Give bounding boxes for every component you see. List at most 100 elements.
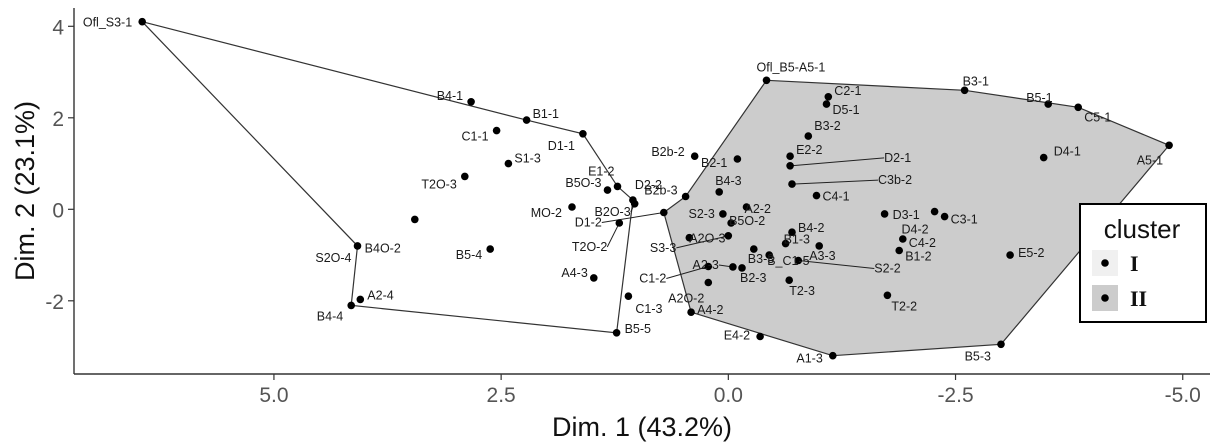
point-mo-2	[568, 203, 576, 211]
label-b2o-3: B2O-3	[595, 205, 631, 219]
point-s1-3	[504, 159, 513, 168]
x-tick-label: -2.5	[937, 384, 973, 407]
legend-label-II: II	[1130, 286, 1147, 311]
label-c4-2: C4-2	[909, 236, 936, 250]
point-b5-1	[1044, 100, 1052, 108]
y-tick-label: 2	[52, 108, 64, 131]
label-d3-1: D3-1	[893, 208, 920, 222]
point-a2-4	[356, 295, 365, 304]
leader-t2o-2	[606, 222, 620, 248]
y-tick-label: -2	[45, 291, 64, 314]
point-a1-3	[829, 351, 837, 360]
label-b2b-2: B2b-2	[651, 145, 684, 159]
point-s2o-4	[353, 242, 362, 250]
legend: cluster I II	[1079, 203, 1207, 323]
label-b1-2: B1-2	[905, 250, 931, 264]
data-points	[138, 17, 1173, 360]
point-e5-2	[1006, 251, 1014, 259]
label-c5-1: C5-1	[1084, 110, 1111, 124]
label-e2-2: E2-2	[796, 143, 822, 157]
point-b5o-2	[727, 219, 735, 227]
point-d4-2	[930, 207, 939, 216]
x-axis-ticks: 5.0 2.5 0.0 -2.5 -5.0	[259, 374, 1201, 407]
x-tick-label: -5.0	[1165, 384, 1201, 407]
point-a2o-3	[685, 233, 694, 242]
point-b3-2	[804, 132, 813, 140]
point-a5-1	[1165, 141, 1173, 150]
label-b2b-3: B2b-3	[644, 184, 677, 198]
cluster-II-hull	[663, 79, 1171, 357]
label-s2-3: S2-3	[688, 207, 714, 221]
point-b5-3	[997, 340, 1005, 349]
label-c1-3: C1-3	[635, 302, 662, 316]
label-b4o-2: B4O-2	[365, 241, 401, 255]
point-e1-2	[613, 182, 622, 191]
leader-c1-2	[666, 266, 709, 279]
point-s3-3	[724, 232, 733, 240]
x-axis-title: Dim. 1 (43.2%)	[552, 412, 732, 442]
label-e5-2: E5-2	[1018, 246, 1044, 260]
point-a2o-2	[704, 278, 713, 287]
x-tick-label: 0.0	[714, 384, 743, 407]
axes: 5.0 2.5 0.0 -2.5 -5.0 -2 0 2 4 Dim. 1 (43.2%) D…	[10, 8, 1210, 442]
legend-key-II-point	[1101, 294, 1109, 302]
point-t2o-3	[461, 172, 469, 181]
point-t2-3	[785, 276, 793, 285]
label-t2o-3: T2O-3	[421, 177, 456, 191]
point-b5-5	[612, 329, 621, 337]
point-b1-2	[895, 246, 903, 255]
point-a2-2	[742, 203, 751, 211]
leader-s3-3	[676, 235, 729, 249]
label-b1-3: B1-3	[784, 233, 810, 247]
point-d1-1	[579, 130, 587, 138]
label-d2-2: D2-2	[635, 178, 662, 192]
label-a4-2: A4-2	[697, 303, 723, 317]
point-a4-3	[590, 274, 598, 282]
point-b4-3	[715, 188, 723, 196]
label-b2-3: B2-3	[740, 271, 766, 285]
label-d1-2: D1-2	[575, 216, 602, 230]
label-a3-3: A3-3	[809, 249, 835, 263]
label-ofl-b5-a5-1: Ofl_B5-A5-1	[757, 60, 826, 74]
x-tick-label: 2.5	[487, 384, 516, 407]
label-c4-1: C4-1	[823, 190, 850, 204]
point-ofl-s3-1	[138, 17, 146, 26]
label-s3-3: S3-3	[650, 241, 676, 255]
label-a2-4: A2-4	[367, 288, 393, 302]
label-b-c1-5: B_C1-5	[767, 254, 809, 268]
point-b2-3	[738, 264, 746, 272]
point-b4o-2	[411, 215, 419, 224]
point-b4-4	[347, 301, 356, 310]
label-b5o-3: B5O-3	[565, 176, 601, 190]
label-a2-2: A2-2	[745, 202, 771, 216]
label-t2-3: T2-3	[789, 284, 815, 298]
point-b3-3	[750, 245, 758, 253]
point-c4-1	[812, 191, 821, 200]
point-b2b-3	[681, 192, 690, 201]
label-b4-4: B4-4	[317, 309, 343, 323]
label-ofl-s3-1: Ofl_S3-1	[83, 16, 132, 30]
point-t2-2	[883, 291, 892, 300]
point-c3-1	[940, 212, 949, 221]
point-b3-1	[960, 86, 969, 95]
point-a2-3	[729, 263, 737, 271]
y-axis-title: Dim. 2 (23.1%)	[10, 101, 40, 281]
point-t2o-2	[615, 219, 624, 227]
point-b5-4	[486, 245, 495, 253]
leader-d2-1	[790, 157, 885, 167]
point-d4-1	[1039, 153, 1048, 162]
label-d4-1: D4-1	[1054, 145, 1081, 159]
label-d2-1: D2-1	[884, 151, 911, 165]
point-ofl-b5-a5-1	[762, 76, 771, 85]
point-e2-2	[786, 152, 794, 160]
label-s2-2: S2-2	[874, 262, 900, 276]
point-c4-2	[899, 235, 907, 243]
label-b3-2: B3-2	[814, 119, 840, 133]
point-b2b-2	[690, 152, 699, 160]
label-b3-3: B3-3	[748, 252, 774, 266]
point-d3-1	[880, 210, 889, 218]
legend-label-I: I	[1130, 251, 1139, 276]
point-b5o-3	[603, 186, 612, 194]
label-b4-2: B4-2	[798, 221, 824, 235]
label-s1-3: S1-3	[514, 152, 540, 166]
